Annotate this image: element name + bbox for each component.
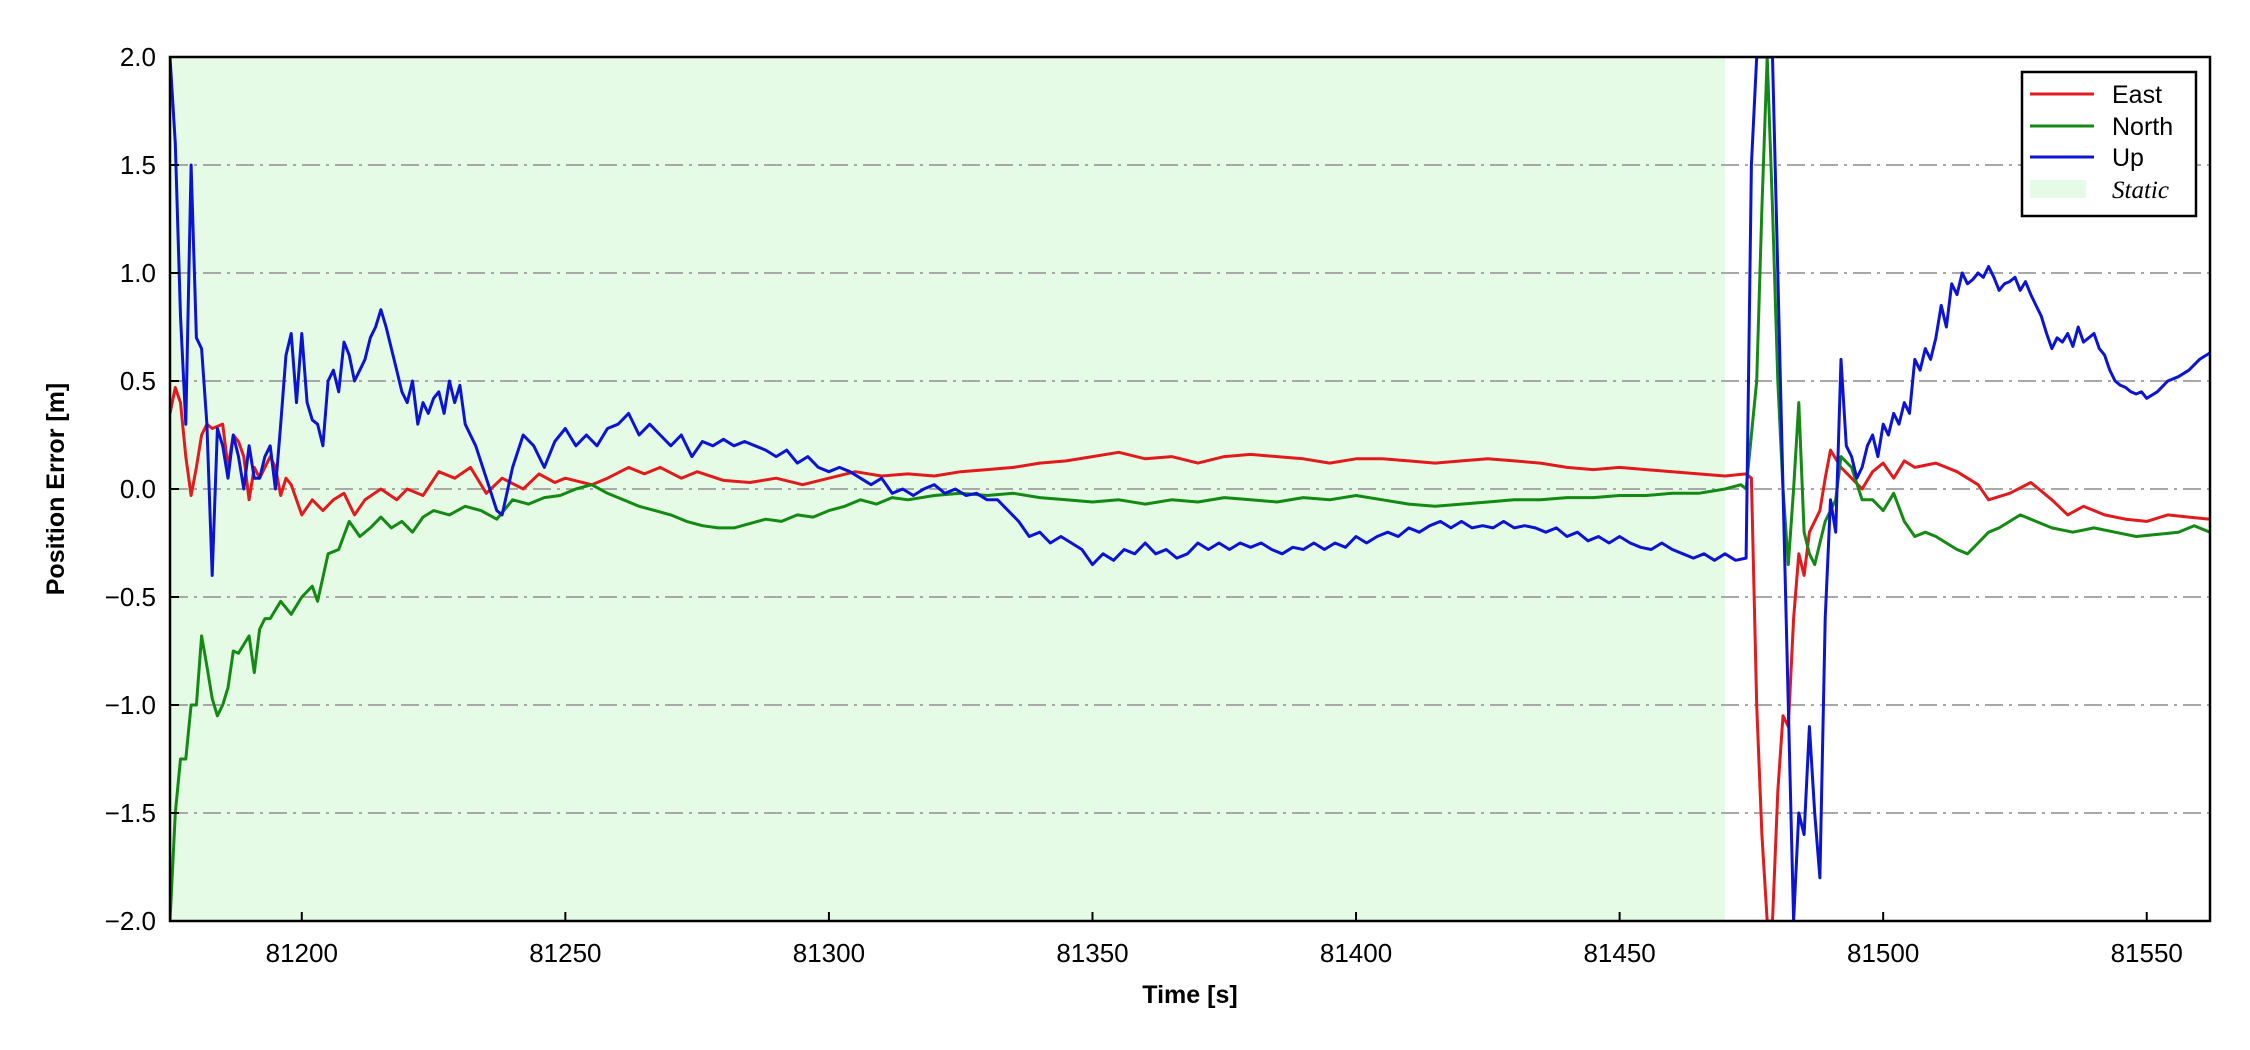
legend-label-north: North [2112,113,2173,141]
series-line-up [170,57,2210,921]
y-tick-label-0: −2.0 [105,906,156,936]
legend-swatch-static [2030,180,2086,198]
x-tick-label-2: 81300 [793,938,865,968]
x-tick-label-5: 81450 [1583,938,1655,968]
y-tick-label-3: −0.5 [105,582,156,612]
y-tick-label-4: 0.0 [120,474,156,504]
x-axis-title: Time [s] [1142,981,1237,1009]
x-tick-label-3: 81350 [1056,938,1128,968]
legend-label-up: Up [2112,144,2144,172]
x-axis: 81200 81250 81300 81350 81400 81450 81500 81550 [266,912,2183,968]
y-tick-label-1: −1.5 [105,798,156,828]
series-line-north [170,57,2210,921]
y-tick-label-5: 0.5 [120,366,156,396]
x-tick-label-6: 81500 [1847,938,1919,968]
y-axis-title: Position Error [m] [42,383,70,596]
legend-label-east: East [2112,81,2162,109]
y-tick-label-7: 1.5 [120,150,156,180]
legend: East North Up Static [2020,70,2198,218]
y-axis: −2.0 −1.5 −1.0 −0.5 0.0 0.5 1.0 1.5 2.0 [105,42,179,936]
x-tick-label-0: 81200 [266,938,338,968]
series-line-east [170,386,2210,921]
y-tick-label-8: 2.0 [120,42,156,72]
x-tick-label-7: 81550 [2111,938,2183,968]
x-tick-label-4: 81400 [1320,938,1392,968]
legend-label-static: Static [2112,177,2169,204]
x-tick-label-1: 81250 [529,938,601,968]
grid-lines [170,164,2210,814]
y-tick-label-2: −1.0 [105,690,156,720]
series-lines [170,57,2210,921]
y-tick-label-6: 1.0 [120,258,156,288]
